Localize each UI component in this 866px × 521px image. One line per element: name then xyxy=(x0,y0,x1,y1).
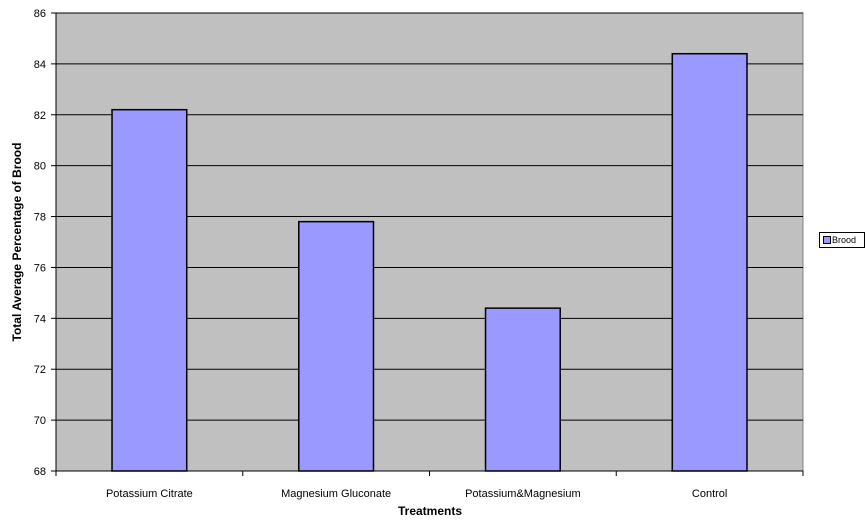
y-tick-label: 82 xyxy=(34,110,46,122)
y-tick-label: 78 xyxy=(34,212,46,224)
axes xyxy=(51,12,804,476)
y-tick-label: 68 xyxy=(34,466,46,478)
x-tick-label: Magnesium Gluconate xyxy=(281,488,391,500)
legend-label-brood: Brood xyxy=(832,235,857,245)
bar-potassium-citrate xyxy=(111,108,188,472)
y-tick-label: 84 xyxy=(34,59,46,71)
x-tick-label: Control xyxy=(692,488,727,500)
y-tick-label: 80 xyxy=(34,161,46,173)
x-axis-title: Treatments xyxy=(398,504,462,518)
legend: Brood xyxy=(819,232,865,248)
y-tick-label: 76 xyxy=(34,262,46,274)
bar-control xyxy=(671,52,748,472)
y-tick-label: 74 xyxy=(34,313,46,325)
bars xyxy=(111,52,748,472)
y-tick-labels: 68 70 72 74 76 78 80 82 84 86 xyxy=(34,8,46,478)
y-tick-label: 70 xyxy=(34,415,46,427)
y-axis-title: Total Average Percentage of Brood xyxy=(10,143,24,342)
x-tick-label: Potassium Citrate xyxy=(106,488,193,500)
y-tick-label: 72 xyxy=(34,364,46,376)
legend-swatch-brood xyxy=(823,236,831,244)
y-tick-label: 86 xyxy=(34,8,46,20)
x-tick-label: Potassium&Magnesium xyxy=(465,488,581,500)
x-tick-labels: Potassium Citrate Magnesium Gluconate Pota… xyxy=(106,488,727,500)
bar-potassium-magnesium xyxy=(484,307,561,472)
bar-magnesium-gluconate xyxy=(298,220,375,472)
